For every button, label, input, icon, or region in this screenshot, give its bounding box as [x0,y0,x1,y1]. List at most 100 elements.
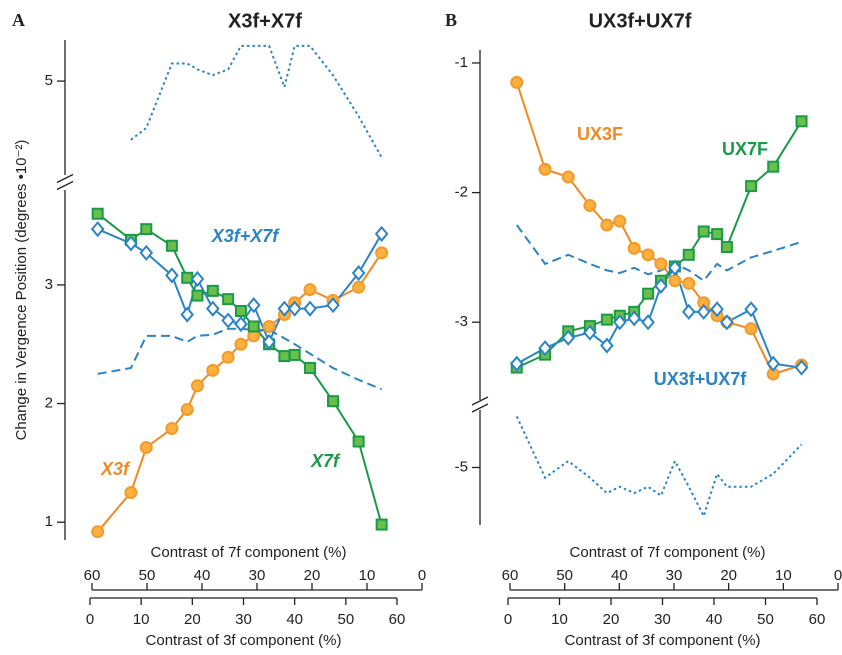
point [139,244,154,261]
point [696,303,711,320]
point [668,259,682,276]
point [710,301,724,318]
x-tick-label: 0 [504,611,512,628]
series-label: X3f [100,459,131,479]
point [600,218,614,232]
point [277,300,292,317]
point [767,160,780,173]
point [583,199,597,213]
point [375,518,388,531]
point [510,75,524,89]
point [561,329,576,346]
point [262,319,276,333]
point [351,265,366,282]
point [165,267,179,284]
x2-tick-label: 0 [834,567,842,584]
point [91,525,105,539]
point [221,312,235,329]
point [613,214,627,228]
series-line [130,44,383,158]
x-tick-label: 40 [706,611,723,628]
x-tick-label: 10 [133,611,150,628]
point [682,276,696,290]
point [744,322,758,336]
x-tick-label: 10 [551,611,568,628]
x2-tick-label: 50 [556,567,573,584]
point [352,435,365,448]
point [124,235,138,252]
x-tick-label: 40 [286,611,303,628]
series-label: UX7F [722,139,768,159]
series-line [515,415,803,519]
point [124,486,138,500]
x2-tick-label: 60 [84,567,101,584]
x-tick-label: 50 [757,611,774,628]
point [612,314,627,331]
x-tick-label: 60 [389,611,406,628]
point [627,310,641,327]
x-axis-label: Contrast of 3f component (%) [565,632,761,649]
series-label: X3f+X7f [211,226,281,246]
axis-break [471,403,489,413]
point [720,314,734,331]
x2-tick-label: 30 [249,567,266,584]
series-label: UX3F [577,124,623,144]
point [91,207,104,220]
y-tick-label: -3 [455,313,468,330]
point [627,241,641,255]
point [140,223,153,236]
x-tick-label: 30 [235,611,252,628]
y-tick-label: 3 [45,276,53,293]
point [246,297,261,314]
point [720,241,733,254]
y-tick-label: -2 [455,184,468,201]
point [374,225,389,242]
point [222,293,235,306]
point [247,320,260,333]
point [794,359,809,376]
point [538,162,552,176]
point [181,271,194,284]
panel-title: X3f+X7f [228,10,302,32]
panel-letter: A [12,10,25,30]
x2-axis-label: Contrast of 7f component (%) [151,544,347,561]
point [327,395,340,408]
point [287,300,302,317]
point [375,246,389,260]
point [205,300,220,317]
x2-tick-label: 50 [139,567,156,584]
x-tick-label: 20 [603,611,620,628]
point [180,402,194,416]
point [190,379,204,393]
y-tick-label: 1 [45,513,53,530]
point [221,350,235,364]
point [190,270,205,288]
x2-axis-label: Contrast of 7f component (%) [570,544,766,561]
y-tick-label: 2 [45,395,53,412]
point [165,421,179,435]
series-line [97,212,383,525]
series-line [96,252,383,533]
point [352,280,366,294]
point [304,361,317,374]
point [234,337,248,351]
point [600,313,613,326]
point [165,239,178,252]
y-tick-label: -1 [455,54,468,71]
x2-tick-label: 20 [720,567,737,584]
point [561,170,575,184]
panel-letter: B [445,10,457,30]
point [288,348,301,361]
x-tick-label: 50 [337,611,354,628]
point [766,355,781,372]
point [654,277,668,294]
series-label: UX3f+UX7f [654,369,748,389]
point [303,300,317,317]
point [668,274,682,288]
point [191,289,204,302]
point [538,340,552,357]
axis-break [56,180,74,191]
y-tick-label: 5 [45,72,53,89]
point [326,297,340,314]
